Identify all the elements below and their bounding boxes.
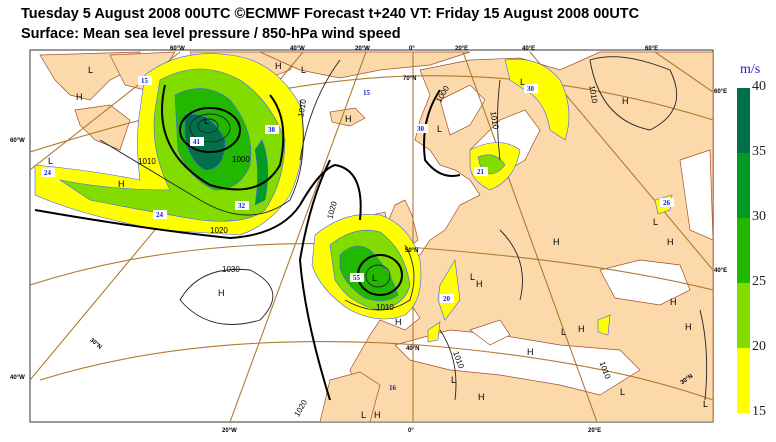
low-centre: L [372,273,377,283]
low-centre: L [561,327,566,337]
wind-label: 16 [389,384,397,392]
wind-label: 32 [238,202,246,210]
high-centre: H [374,410,381,420]
wind-label: 20 [443,295,451,303]
land-masses [39,51,713,422]
legend-band-25-30 [737,218,750,283]
isobar-label: 1010 [138,157,156,166]
isobar-label: 1030 [222,265,240,274]
isobars [34,56,708,401]
isobar-label: 1010 [376,303,394,312]
legend-band-20-25 [737,283,750,348]
wind-label: 24 [44,169,52,177]
high-centre: H [667,237,674,247]
high-centre: H [578,324,585,334]
isobar-label: 1000 [232,155,250,164]
legend-tick: 30 [752,209,766,224]
graticule [30,51,713,422]
low-centre: L [48,156,53,166]
legend-band-15-20 [737,348,750,413]
high-centre: H [553,237,560,247]
high-centre: H [476,279,483,289]
low-centre: L [361,410,366,420]
low-centre: L [703,399,708,409]
low-centre: L [437,124,442,134]
lon-label: 20°W [222,428,237,434]
wind-label: 26 [663,199,671,207]
pressure-centres: L H L H L H H L H L H L H H L H L H L H … [48,61,708,420]
legend-unit: m/s [740,62,761,77]
high-centre: H [345,114,352,124]
lon-label: 40°E [522,46,535,52]
lat-label: 70°N [403,76,416,82]
low-centre: L [520,77,525,87]
wind-label: 15 [141,77,149,85]
wind-max-labels: 15 41 38 24 24 32 15 55 20 16 30 21 30 2… [41,76,674,392]
isobar-label: 1010 [587,85,599,105]
lon-label: 40°W [10,375,25,381]
low-centre: L [653,217,658,227]
high-centre: H [76,92,83,102]
high-centre: H [622,96,629,106]
high-centre: H [670,297,677,307]
map-subtitle: Surface: Mean sea level pressure / 850-h… [21,26,401,42]
lat-label: 40°N [406,346,419,352]
wind-label: 41 [193,138,201,146]
legend-tick: 15 [752,404,766,419]
isobar-label: 1010 [488,111,500,131]
lon-label: 40°E [714,268,727,274]
high-centre: H [478,392,485,402]
low-centre: L [301,65,306,75]
wind-label: 15 [363,89,371,97]
low-centre: L [88,65,93,75]
lon-label: 60°W [10,138,25,144]
wind-label: 30 [417,125,425,133]
legend-tick: 25 [752,274,766,289]
lon-label: 20°E [588,428,601,434]
lon-label: 20°E [455,46,468,52]
low-centre: L [470,272,475,282]
high-centre: H [218,288,225,298]
lon-label: 20°W [355,46,370,52]
map-title: Tuesday 5 August 2008 00UTC ©ECMWF Forec… [21,6,640,22]
legend-band-35-40 [737,88,750,153]
lon-label: 0° [409,46,415,52]
wind-label: 55 [353,274,361,282]
high-centre: H [527,347,534,357]
legend-tick: 40 [752,79,766,94]
low-centre: L [451,375,456,385]
low-centre: L [204,116,209,126]
high-centre: H [685,322,692,332]
high-centre: H [275,61,282,71]
isobar-label: 1020 [210,226,228,235]
legend-band-30-35 [737,153,750,218]
legend-tick: 20 [752,339,766,354]
lon-label: 0° [408,428,414,434]
low-centre: L [620,387,625,397]
wind-label: 30 [527,85,535,93]
legend-tick: 35 [752,144,766,159]
lat-label: 50°N [405,248,418,254]
isobar-label: 1010 [296,98,308,118]
lon-label: 60°E [645,46,658,52]
wind-label: 24 [156,211,164,219]
lon-label: 60°W [170,46,185,52]
high-centre: H [395,317,402,327]
wind-label: 38 [268,126,276,134]
high-centre: H [118,179,125,189]
lon-label: 40°W [290,46,305,52]
wind-label: 21 [477,168,485,176]
lon-label: 60°E [714,89,727,95]
